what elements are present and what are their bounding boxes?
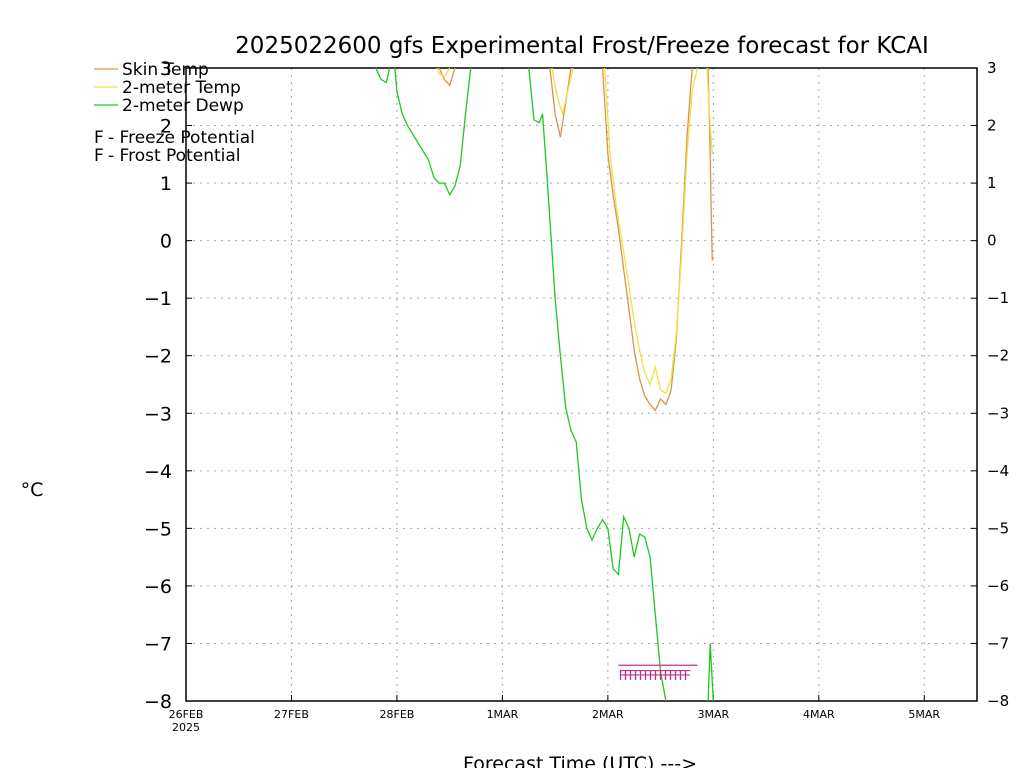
legend-symbol: F: [94, 128, 104, 148]
x-tick-label: 26FEB: [169, 708, 204, 721]
freeze-marker: F: [663, 669, 671, 684]
series-line-2-meter-dewp: [528, 67, 667, 702]
y-tick-label: 3: [160, 58, 172, 80]
series-line-skin-temp: [438, 67, 456, 87]
y-tick-label: 2: [160, 116, 172, 138]
y-tick-label: −5: [144, 518, 172, 540]
freeze-marker: F: [643, 669, 651, 684]
x-tick-label: 27FEB: [274, 708, 309, 721]
freeze-marker: F: [673, 669, 681, 684]
freeze-marker: F: [658, 669, 666, 684]
y-tick-label-right: −7: [987, 634, 1009, 652]
y-tick-label: −2: [144, 346, 172, 368]
series-line-2-meter-temp: [706, 67, 713, 155]
y-tick-label-right: −8: [987, 692, 1009, 710]
y-tick-label-right: 2: [987, 117, 997, 135]
y-tick-label-right: −2: [987, 347, 1009, 365]
y-tick-label-right: −3: [987, 404, 1009, 422]
freeze-marker: F: [668, 669, 676, 684]
y-tick-label-right: 1: [987, 174, 997, 192]
x-axis-label: Forecast Time (UTC) --->: [463, 753, 697, 768]
chart-title: 2025022600 gfs Experimental Frost/Freeze…: [235, 33, 929, 59]
series-line-2-meter-dewp: [394, 67, 472, 196]
series-lines: [375, 67, 714, 702]
series-line-skin-temp: [601, 67, 693, 412]
x-tick-label: 4MAR: [803, 708, 835, 721]
y-tick-label: −6: [144, 576, 172, 598]
y-axis-ticks: 3 3 2 2 1 1 0 0 −1 −1 −2 −2 −3 −3 −4 −4 −5 −5 −6 −6 −7 −7 −8 −8: [144, 58, 1009, 713]
x-tick-label: 3MAR: [697, 708, 729, 721]
x-tick-label: 28FEB: [380, 708, 415, 721]
series-line-2-meter-temp: [436, 67, 451, 78]
x-tick-label: 5MAR: [908, 708, 940, 721]
x-tick-label: 1MAR: [487, 708, 519, 721]
y-tick-label: −7: [144, 633, 172, 655]
y-axis-label: °C: [21, 479, 44, 501]
grid: [186, 68, 977, 701]
freeze-marker: F: [623, 669, 631, 684]
freeze-marker: F: [633, 669, 641, 684]
freeze-marker: F: [648, 669, 656, 684]
legend-symbol: F: [94, 146, 104, 166]
y-tick-label-right: 3: [987, 59, 997, 77]
y-tick-label-right: 0: [987, 232, 997, 250]
freeze-marker: F: [618, 669, 626, 684]
freeze-marker: F: [628, 669, 636, 684]
series-line-2-meter-dewp: [707, 643, 714, 702]
y-tick-label-right: −6: [987, 577, 1009, 595]
y-tick-label: 1: [160, 173, 172, 195]
legend-label: - Freeze Potential: [108, 128, 255, 148]
x-tick-label: 2MAR: [592, 708, 624, 721]
freeze-marker: F: [678, 669, 686, 684]
series-line-2-meter-temp: [551, 67, 574, 117]
y-tick-label: −8: [144, 691, 172, 713]
y-tick-label-right: −5: [987, 519, 1009, 537]
legend-label: Skin Temp: [122, 60, 209, 80]
y-tick-label: −1: [144, 288, 172, 310]
y-tick-label: 0: [160, 231, 172, 253]
y-tick-label: −4: [144, 461, 172, 483]
legend-label: - Frost Potential: [108, 146, 241, 166]
y-tick-label-right: −4: [987, 462, 1009, 480]
y-tick-label: −3: [144, 403, 172, 425]
y-tick-label-right: −1: [987, 289, 1009, 307]
plot-frame: [185, 67, 978, 702]
legend-label: 2-meter Dewp: [122, 96, 244, 116]
freeze-marker: F: [683, 669, 691, 684]
series-line-2-meter-temp: [604, 67, 699, 395]
series-line-2-meter-dewp: [375, 67, 391, 84]
freeze-marker: F: [638, 669, 646, 684]
legend-label: 2-meter Temp: [122, 78, 241, 98]
series-line-skin-temp: [549, 67, 572, 138]
freeze-marker: F: [653, 669, 661, 684]
x-tick-sublabel: 2025: [172, 721, 200, 734]
